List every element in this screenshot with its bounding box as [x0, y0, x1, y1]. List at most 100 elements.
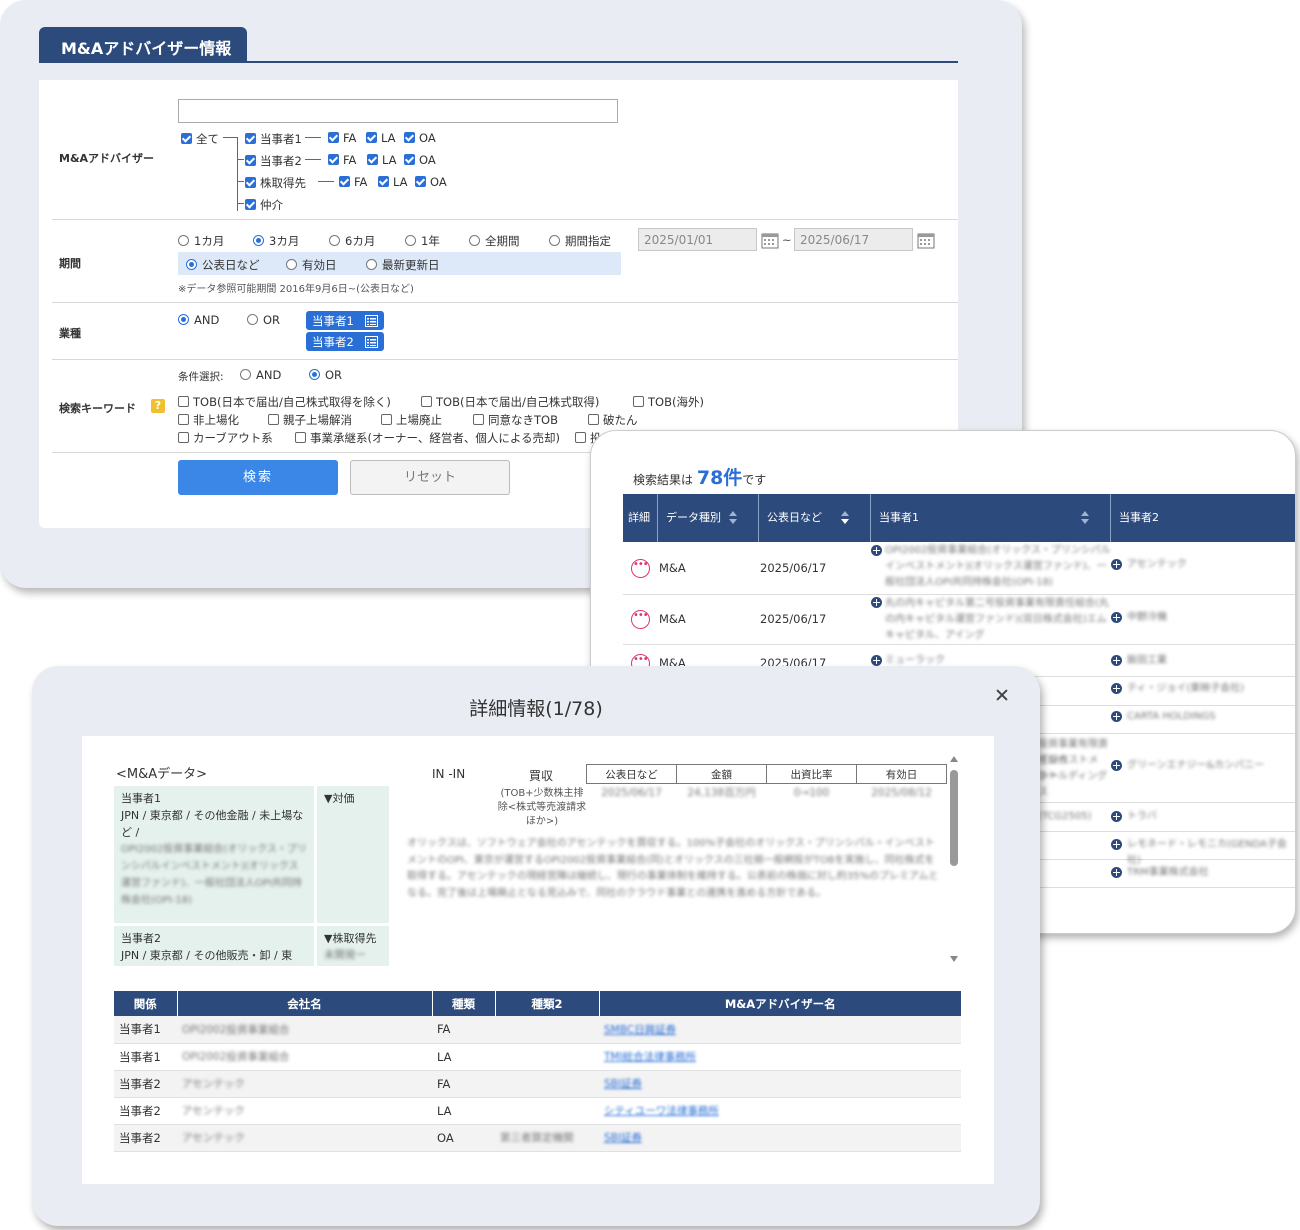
more-icon[interactable] — [631, 610, 650, 629]
sort-icon — [841, 511, 849, 525]
keyword-checkbox[interactable]: TOB(日本で届出/自己株式取得) — [421, 394, 599, 410]
deal-kind: 買収 — [529, 769, 554, 783]
advisor-name-input[interactable] — [178, 99, 618, 123]
period-6m-radio[interactable]: 6カ月 — [329, 233, 375, 249]
period-custom-radio[interactable]: 期間指定 — [549, 233, 611, 249]
keyword-checkbox[interactable]: 同意なきTOB — [473, 412, 558, 428]
keyword-label: 検索キーワード — [59, 402, 136, 415]
acquirer-fa-checkbox[interactable]: FA — [339, 175, 367, 189]
close-icon[interactable] — [994, 687, 1010, 703]
reset-button[interactable]: リセット — [350, 460, 510, 495]
results-table-header: 詳細 データ種別 公表日など 当事者1 当事者2 — [623, 494, 1295, 542]
advisor-table: 関係 会社名 種類 種類2 M&Aアドバイザー名 当事者1 OPI2002投資事… — [114, 991, 961, 1152]
acquirer-checkbox[interactable]: 株取得先 — [245, 175, 306, 191]
help-icon[interactable]: ? — [151, 399, 165, 413]
keyword-and-radio[interactable]: AND — [240, 368, 281, 382]
calendar-icon[interactable] — [761, 231, 779, 249]
keyword-or-radio[interactable]: OR — [309, 368, 342, 382]
industry-party1-button[interactable]: 当事者1 — [306, 311, 385, 330]
expand-icon[interactable] — [871, 545, 882, 556]
basis-updated-radio[interactable]: 最新更新日 — [366, 257, 440, 273]
table-row: 当事者2 アセンテック LA シティユーワ法律事務所 — [114, 1097, 961, 1125]
deal-note: (TOB+少数株主排除<株式等売渡請求ほか>) — [497, 788, 587, 827]
advisor-link[interactable]: TMI総合法律事務所 — [604, 1051, 697, 1063]
deal-description: オリックスは、ソフトウェア会社のアセンテックを買収する。100%子会社のオリック… — [407, 838, 939, 899]
table-row: 当事者1 OPI2002投資事業組合 FA SMBC日興証券 — [114, 1016, 961, 1044]
acquirer-oa-checkbox[interactable]: OA — [415, 175, 447, 189]
description-scrollbar[interactable] — [950, 756, 958, 970]
date-to-input[interactable]: 2025/06/17 — [794, 228, 913, 251]
party1-box: 当事者1 JPN / 東京都 / その他金融 / 未上場など / OPI2002… — [114, 786, 314, 923]
industry-and-radio[interactable]: AND — [178, 313, 219, 327]
keyword-checkbox[interactable]: 親子上場解消 — [268, 412, 352, 428]
advisor-link[interactable]: SMBC日興証券 — [604, 1023, 677, 1036]
panel-tab-title: M&Aアドバイザー情報 — [39, 27, 247, 63]
all-checkbox[interactable]: 全て — [181, 131, 219, 147]
period-3m-radio[interactable]: 3カ月 — [253, 233, 299, 249]
party1-checkbox[interactable]: 当事者1 — [245, 131, 302, 147]
basis-announce-radio[interactable]: 公表日など — [186, 257, 260, 273]
keyword-checkbox[interactable]: 破たん — [588, 412, 638, 428]
modal-body: <M&Aデータ> 当事者1 JPN / 東京都 / その他金融 / 未上場など … — [82, 736, 994, 1184]
expand-icon[interactable] — [1111, 612, 1122, 623]
expand-icon[interactable] — [1111, 760, 1122, 771]
party2-la-checkbox[interactable]: LA — [367, 153, 397, 167]
party2-fa-checkbox[interactable]: FA — [328, 153, 356, 167]
col-data-type[interactable]: データ種別 — [658, 494, 759, 542]
industry-party2-button[interactable]: 当事者2 — [306, 332, 385, 351]
deal-direction: IN -IN — [432, 767, 466, 781]
keyword-checkbox[interactable]: 非上場化 — [178, 412, 239, 428]
col-announce-date[interactable]: 公表日など — [759, 494, 871, 542]
date-separator: ~ — [782, 233, 792, 247]
expand-icon[interactable] — [1111, 811, 1122, 822]
advisor-link[interactable]: SBI証券 — [604, 1078, 642, 1090]
basis-effective-radio[interactable]: 有効日 — [286, 257, 337, 273]
period-1y-radio[interactable]: 1年 — [405, 233, 440, 249]
expand-icon[interactable] — [1111, 711, 1122, 722]
keyword-checkbox[interactable]: 事業承継系(オーナー、経営者、個人による売却) — [295, 430, 560, 446]
keyword-checkbox[interactable]: TOB(日本で届出/自己株式取得を除く) — [178, 394, 391, 410]
party1-fa-checkbox[interactable]: FA — [328, 131, 356, 145]
industry-or-radio[interactable]: OR — [247, 313, 280, 327]
party2-oa-checkbox[interactable]: OA — [404, 153, 436, 167]
keyword-checkbox[interactable]: 上場廃止 — [381, 412, 442, 428]
search-button[interactable]: 検索 — [178, 460, 338, 495]
advisor-link[interactable]: シティユーワ法律事務所 — [604, 1105, 719, 1117]
sort-icon — [1081, 511, 1089, 525]
col-party2: 当事者2 — [1119, 511, 1159, 524]
expand-icon[interactable] — [871, 597, 882, 608]
period-note: ※データ参照可能期間 2016年9月6日~(公表日など) — [178, 284, 414, 295]
table-row[interactable]: M&A 2025/06/17 OPI2002投資事業組合(オリックス・プリンシパ… — [623, 542, 1295, 595]
col-party1[interactable]: 当事者1 — [871, 494, 1111, 542]
acquirer-la-checkbox[interactable]: LA — [378, 175, 408, 189]
party1-la-checkbox[interactable]: LA — [366, 131, 396, 145]
keyword-checkbox[interactable]: カーブアウト系 — [178, 430, 273, 446]
keyword-checkbox[interactable]: TOB(海外) — [633, 394, 704, 410]
expand-icon[interactable] — [1111, 867, 1122, 878]
condition-select-label: 条件選択: — [178, 371, 224, 383]
party2-box: 当事者2 JPN / 東京都 / その他販売・卸 / 東 — [114, 926, 314, 966]
result-count-text: 検索結果は 78件です — [633, 467, 767, 489]
period-label: 期間 — [59, 257, 81, 270]
expand-icon[interactable] — [1111, 655, 1122, 666]
broker-checkbox[interactable]: 仲介 — [245, 197, 283, 213]
expand-icon[interactable] — [871, 655, 882, 666]
expand-icon[interactable] — [1111, 559, 1122, 570]
table-row[interactable]: M&A 2025/06/17 丸の内キャピタル第二号投資事業有限責任組合(丸の内… — [623, 595, 1295, 645]
col-detail: 詳細 — [623, 494, 658, 542]
table-row: 当事者2 アセンテック FA SBI証券 — [114, 1070, 961, 1098]
advisor-label: M&Aアドバイザー — [59, 152, 155, 165]
tab-underline — [39, 61, 958, 63]
party2-checkbox[interactable]: 当事者2 — [245, 153, 302, 169]
party1-oa-checkbox[interactable]: OA — [404, 131, 436, 145]
expand-icon[interactable] — [1111, 839, 1122, 850]
list-icon — [365, 336, 379, 348]
expand-icon[interactable] — [1111, 683, 1122, 694]
advisor-link[interactable]: SBI証券 — [604, 1132, 642, 1144]
period-1m-radio[interactable]: 1カ月 — [178, 233, 224, 249]
date-from-input[interactable]: 2025/01/01 — [638, 228, 757, 251]
more-icon[interactable] — [631, 559, 650, 578]
period-all-radio[interactable]: 全期間 — [469, 233, 520, 249]
deal-summary-table: 公表日など 金額 出資比率 有効日 2025/06/17 24,138百万円 0… — [586, 764, 947, 802]
calendar-icon[interactable] — [917, 231, 935, 249]
